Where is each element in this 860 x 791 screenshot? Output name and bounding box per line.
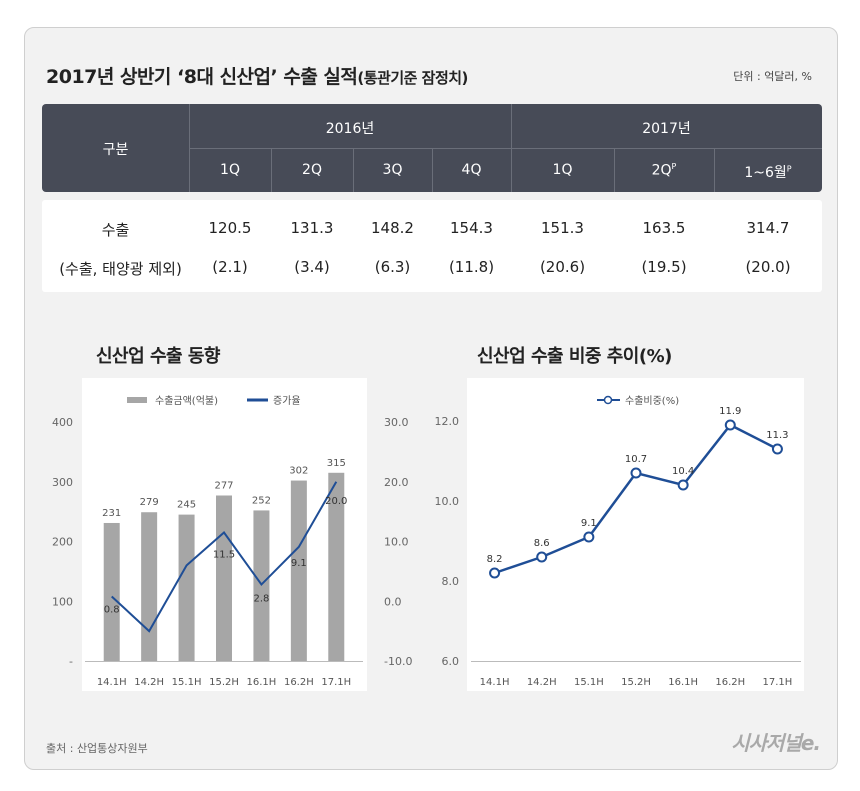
table-cell: 163.5 xyxy=(642,219,686,237)
quarter-label: 3Q xyxy=(382,162,403,178)
divider xyxy=(271,148,272,192)
year-2017-label: 2017년 xyxy=(642,121,691,137)
table-cell: (6.3) xyxy=(374,258,411,276)
source-note: 출처 : 산업통상자원부 xyxy=(46,742,148,755)
row-label-excl-solar: (수출, 태양광 제외) xyxy=(59,260,182,278)
table-cell: (11.8) xyxy=(448,258,495,276)
table-cell: 148.2 xyxy=(371,219,414,237)
quarter-label: 1Q xyxy=(552,162,573,178)
table-cell: (19.5) xyxy=(641,258,687,276)
left-chart-title: 신산업 수출 동향 xyxy=(96,346,220,367)
quarter-label: 4Q xyxy=(461,162,482,178)
left-chart-panel xyxy=(82,378,367,691)
table-body: 수출 120.5 131.3 148.2 154.3 151.3 163.5 3… xyxy=(42,200,822,292)
table-cell: 120.5 xyxy=(208,219,252,237)
table-cell: 154.3 xyxy=(450,219,493,237)
table-header: 구분 2016년 2017년 1Q 2Q 3Q 4Q 1Q 2QP 1~6월P xyxy=(42,104,822,192)
quarter-label: 2QP xyxy=(651,162,677,179)
divider xyxy=(614,148,615,192)
quarter-label: 1~6월P xyxy=(744,164,792,181)
table-cell: (20.0) xyxy=(745,258,791,276)
table-cell: 151.3 xyxy=(541,219,584,237)
unit-note: 단위 : 억달러, % xyxy=(733,70,812,83)
quarter-label: 2Q xyxy=(302,162,322,178)
page-title: 2017년 상반기 ‘8대 신산업’ 수출 실적(통관기준 잠정치) xyxy=(46,66,468,88)
row-header-label: 구분 xyxy=(102,142,129,158)
right-chart-panel xyxy=(467,378,804,691)
divider xyxy=(353,148,354,192)
table-cell: (3.4) xyxy=(294,258,330,276)
divider xyxy=(714,148,715,192)
quarter-label: 1Q xyxy=(220,162,240,178)
table-cell: (20.6) xyxy=(539,258,586,276)
divider xyxy=(432,148,433,192)
year-2016-label: 2016년 xyxy=(325,121,375,137)
divider xyxy=(189,148,822,149)
brand-logo: 시사저널e. xyxy=(731,731,821,755)
table-cell: (2.1) xyxy=(212,258,248,276)
table-cell: 314.7 xyxy=(746,219,790,237)
table-cell: 131.3 xyxy=(290,219,334,237)
row-label-export: 수출 xyxy=(101,221,130,239)
right-chart-title: 신산업 수출 비중 추이(%) xyxy=(477,346,672,367)
